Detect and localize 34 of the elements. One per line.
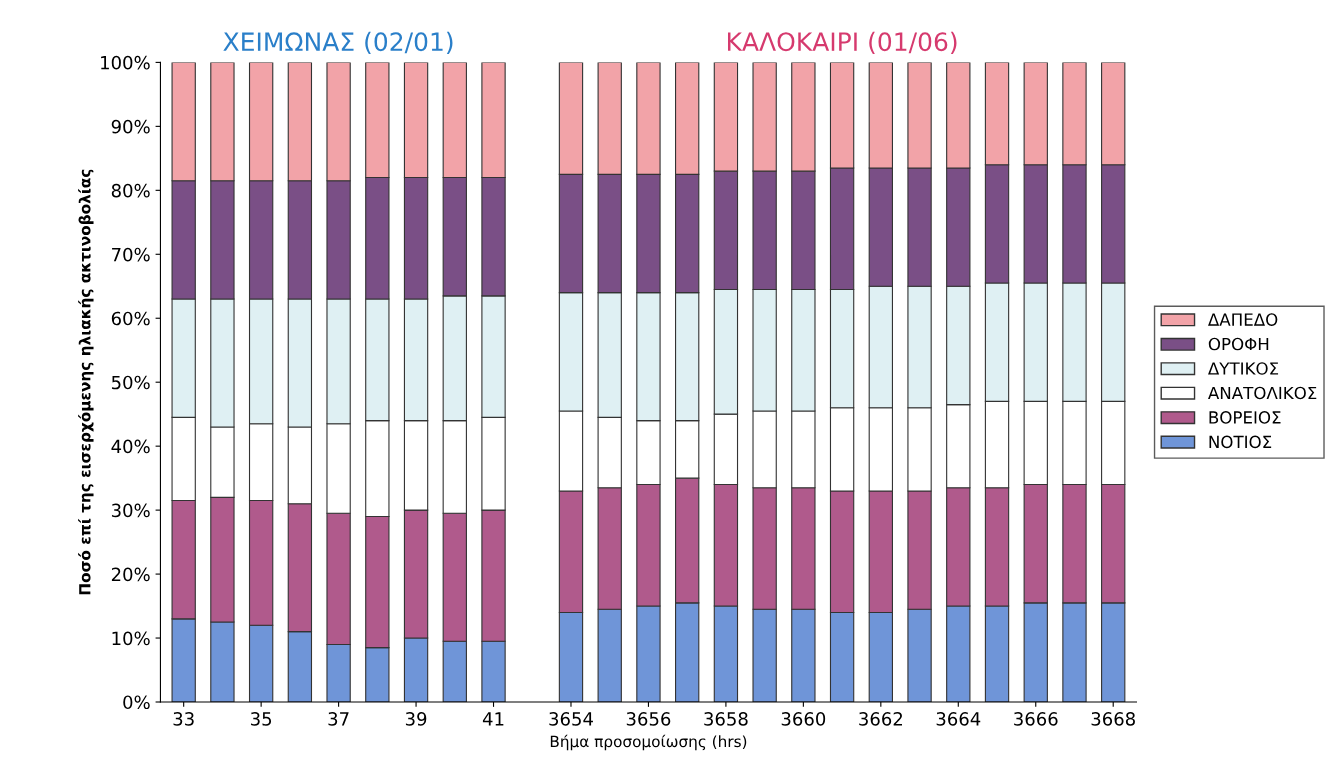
legend-label: ΔΑΠΕΔΟ bbox=[1208, 313, 1278, 326]
y-tick-label: 100% bbox=[101, 55, 150, 70]
x-tick-label: 3660 bbox=[781, 712, 826, 726]
y-tick-label: 30% bbox=[111, 503, 150, 518]
legend-label: ΒΟΡΕΙΟΣ bbox=[1209, 411, 1281, 424]
y-tick-label: 70% bbox=[112, 247, 150, 262]
legend-label: ΔΥΤΙΚΟΣ bbox=[1208, 362, 1279, 375]
x-tick-label: 3654 bbox=[549, 712, 593, 726]
x-tick-label: 39 bbox=[405, 712, 427, 726]
legend-label: ΟΡΟΦΗ bbox=[1208, 337, 1269, 351]
x-tick-label: 3664 bbox=[936, 712, 981, 726]
y-tick-label: 20% bbox=[111, 567, 150, 582]
legend-label: ΝΟΤΙΟΣ bbox=[1209, 435, 1272, 449]
x-tick-label: 41 bbox=[482, 712, 504, 726]
y-tick-label: 0% bbox=[123, 695, 150, 710]
text: ΚΑΛΟΚΑΙΡΙ (01/06) bbox=[728, 31, 957, 55]
x-tick-label: 3662 bbox=[859, 712, 902, 726]
x-axis-title: Βήμα προσομοίωσης (hrs) bbox=[550, 734, 747, 751]
text: ΧΕΙΜΩΝΑΣ (02/01) bbox=[223, 31, 453, 55]
x-tick-label: 35 bbox=[251, 712, 272, 726]
x-tick-label: 3658 bbox=[704, 712, 748, 726]
x-tick-label: 3656 bbox=[626, 712, 671, 726]
y-axis-title: Ποσό επί της εισερχόμενης ηλιακής ακτινοβολίας bbox=[78, 169, 94, 595]
y-tick-label: 60% bbox=[111, 311, 150, 326]
y-tick-label: 40% bbox=[111, 439, 150, 454]
y-tick-label: 50% bbox=[111, 375, 150, 390]
x-tick-label: 3668 bbox=[1091, 712, 1135, 726]
y-tick-label: 10% bbox=[112, 631, 150, 646]
y-tick-label: 90% bbox=[111, 119, 150, 134]
x-tick-label: 37 bbox=[328, 712, 349, 726]
legend-label: ΑΝΑΤΟΛΙΚΟΣ bbox=[1208, 386, 1317, 400]
x-tick-label: 3666 bbox=[1014, 712, 1058, 726]
y-tick-label: 80% bbox=[111, 183, 150, 198]
x-tick-label: 33 bbox=[173, 712, 194, 726]
